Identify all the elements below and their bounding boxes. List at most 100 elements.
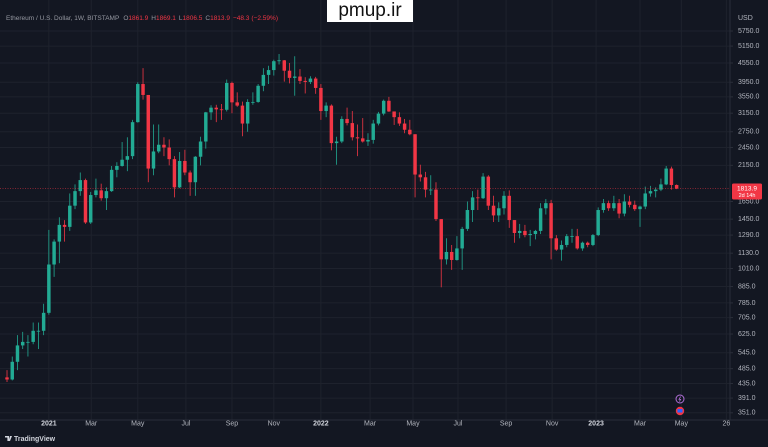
candle-body (653, 189, 658, 192)
candle-body (444, 251, 449, 260)
y-tick-label: 2750.0 (738, 129, 760, 136)
candle-body (633, 204, 637, 210)
event-icon-glyph (678, 396, 682, 402)
x-tick-label: Sep (226, 420, 239, 427)
candle-body (643, 193, 647, 207)
candle-body (366, 139, 370, 142)
ohlc-value: 1813.9 (210, 15, 230, 22)
candle-body (460, 228, 464, 249)
candle-body (141, 84, 145, 95)
price-label: 1813.9 (737, 185, 757, 192)
y-tick-label: 435.0 (738, 380, 756, 387)
candle-body (47, 264, 51, 313)
y-tick-label: 885.0 (738, 283, 756, 290)
candle-body (565, 236, 569, 245)
y-tick-label: 1130.0 (738, 250, 759, 257)
candle-body (272, 61, 276, 71)
candle-body (261, 74, 266, 86)
x-tick-label: Mar (634, 420, 647, 427)
symbol-title: Ethereum / U.S. Dollar, 1W, BITSTAMP (6, 15, 119, 22)
candle-body (214, 107, 218, 110)
candle-body (209, 107, 213, 113)
change: −48.3 (233, 15, 250, 22)
candle-body (481, 176, 485, 199)
x-tick-label: Sep (500, 420, 513, 427)
candle-body (570, 236, 574, 237)
candle-body (612, 203, 616, 209)
ohlc-label: C (205, 15, 210, 22)
price-label-box (732, 183, 762, 200)
candle-body (392, 111, 396, 118)
candle-body (136, 84, 140, 123)
y-tick-label: 1290.0 (738, 232, 760, 239)
candle-body (507, 195, 511, 221)
candle-body (62, 224, 67, 227)
candle-body (319, 87, 323, 112)
candle-body (20, 341, 25, 346)
candle-body (99, 190, 103, 199)
candle-body (408, 129, 412, 135)
candle-body (313, 78, 318, 88)
candle-body (340, 118, 344, 142)
ohlc-label: H (151, 15, 156, 22)
x-tick-label: Nov (268, 420, 281, 427)
candle-body (491, 205, 496, 216)
candle-body (204, 112, 208, 142)
y-tick-label: 485.0 (738, 366, 756, 373)
candle-body (68, 205, 72, 227)
candle-body (104, 191, 109, 199)
y-tick-label: 4550.0 (738, 60, 760, 67)
candle-body (36, 330, 41, 332)
candle-body (455, 248, 459, 260)
candle-body (240, 105, 245, 124)
candle-body (130, 122, 135, 157)
candle-body (5, 377, 9, 380)
candle-body (585, 242, 590, 245)
candle-body (266, 70, 271, 75)
y-tick-label: 785.0 (738, 300, 756, 307)
candle-body (329, 105, 334, 144)
candle-body (627, 201, 632, 205)
candle-body (659, 184, 663, 190)
candle-body (502, 195, 506, 209)
candle-body (606, 203, 611, 209)
candle-body (303, 80, 307, 82)
watermark-bg (327, 0, 413, 22)
candle-body (523, 230, 527, 236)
candle-body (423, 177, 428, 190)
candle-body (591, 235, 595, 245)
x-tick-label: Jul (181, 420, 190, 427)
candle-body (282, 60, 287, 71)
candle-body (439, 219, 443, 260)
y-tick-label: 705.0 (738, 314, 756, 321)
change-pct: (−2.59%) (251, 15, 278, 22)
y-tick-label: 5150.0 (738, 43, 760, 50)
candle-body (376, 113, 381, 124)
candle-body (486, 176, 491, 206)
x-tick-label: May (406, 420, 420, 427)
brand: TradingView (14, 436, 56, 443)
candle-body (387, 100, 391, 112)
brand-logo: TradingView (5, 436, 56, 443)
candle-body (538, 208, 543, 231)
candle-body (528, 234, 532, 236)
watermark: pmup.ir (338, 0, 402, 21)
candle-body (361, 138, 365, 142)
candle-body (94, 190, 98, 196)
candle-body (15, 345, 20, 362)
candle-body (52, 241, 56, 265)
candle-body (350, 123, 355, 138)
candle-body (88, 195, 93, 223)
y-tick-label: 351.0 (738, 410, 756, 417)
candle-body (669, 168, 674, 185)
candle-body (151, 151, 156, 169)
candle-body (497, 208, 501, 216)
candle-body (26, 341, 30, 343)
candle-body (287, 70, 292, 78)
candle-body (470, 197, 475, 211)
candle-body (256, 85, 260, 102)
y-tick-label: 625.0 (738, 331, 756, 338)
ohlc-value: 1869.1 (156, 15, 176, 22)
currency: USD (738, 15, 753, 22)
